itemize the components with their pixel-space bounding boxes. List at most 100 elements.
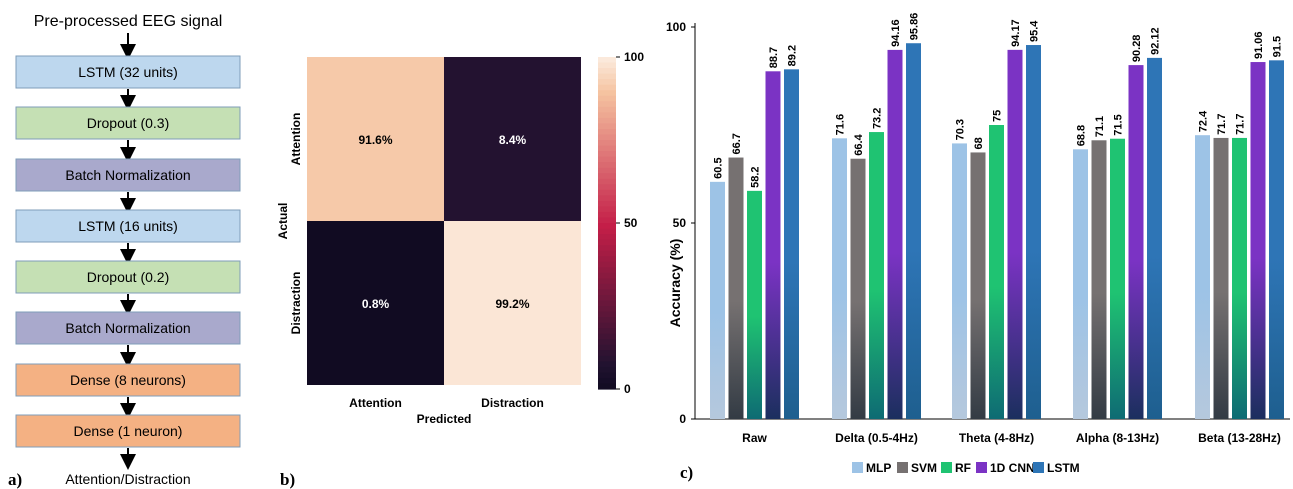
colorbar-segment (598, 261, 616, 268)
panel-b-label: b) (280, 470, 295, 489)
colorbar-segment (598, 300, 616, 307)
colorbar-segment (598, 256, 616, 263)
colorbar-segment (598, 128, 616, 136)
heatmap-cell-label: 8.4% (499, 133, 527, 147)
colorbar-segment (598, 306, 616, 313)
bar-svm (1213, 137, 1229, 419)
bar-value-label: 71.1 (1094, 116, 1106, 137)
colorbar-segment (598, 294, 616, 302)
heatmap-cell (307, 221, 444, 385)
bar-value-label: 66.7 (731, 133, 743, 154)
heatmap-cell (444, 221, 581, 385)
y-tick-label: 100 (666, 20, 686, 34)
colorbar-segment (598, 90, 616, 97)
bar-value-label: 60.5 (713, 157, 725, 178)
layer-box (15, 260, 241, 294)
heatmap-x-tick-label: Distraction (481, 396, 544, 410)
colorbar-segment (598, 372, 616, 379)
bar-value-label: 73.2 (872, 108, 884, 129)
colorbar-tick-label: 50 (624, 216, 638, 230)
legend-swatch (1033, 462, 1044, 473)
colorbar-segment (598, 366, 616, 373)
bar-value-label: 70.3 (955, 119, 967, 140)
architecture-diagram: Pre-processed EEG signal LSTM (32 units)… (8, 13, 241, 489)
colorbar-segment (598, 245, 616, 252)
layer-box (15, 209, 241, 243)
colorbar-segment (598, 361, 616, 368)
heatmap-y-tick-label: Attention (289, 113, 303, 166)
legend-swatch (897, 462, 908, 473)
bar-value-label: 91.06 (1253, 32, 1265, 60)
y-tick-label: 0 (679, 412, 686, 426)
colorbar-segment (598, 344, 616, 351)
bar-lstm (784, 69, 799, 419)
bar-1d-cnn (1128, 65, 1144, 419)
bar-rf (989, 125, 1004, 419)
bar-svm (1091, 140, 1107, 419)
bar-value-label: 68 (973, 137, 985, 149)
colorbar-tick-label: 100 (624, 50, 644, 64)
colorbar-segment (598, 289, 616, 296)
input-label: Pre-processed EEG signal (34, 13, 223, 30)
bar-lstm (1269, 60, 1284, 419)
colorbar-segment (598, 184, 616, 191)
panel-c-label: c) (680, 463, 693, 482)
colorbar-segment (598, 200, 616, 207)
legend-label: 1D CNN (990, 461, 1035, 475)
bar-rf (869, 132, 884, 419)
y-axis-label: Accuracy (%) (667, 239, 683, 328)
confusion-matrix: 91.6% 8.4% 0.8% 99.2% Attention Distraction Pr… (276, 57, 581, 426)
colorbar-segment (598, 272, 616, 279)
bar-value-label: 95.86 (909, 13, 921, 41)
colorbar: 0 50 100 (598, 50, 644, 396)
colorbar-segment (598, 151, 616, 158)
heatmap-cell (307, 57, 444, 221)
bar-value-label: 88.7 (768, 47, 780, 68)
colorbar-segment (598, 57, 616, 64)
bar-value-label: 58.2 (750, 166, 762, 187)
layer-box (15, 55, 241, 89)
legend-label: MLP (866, 461, 891, 475)
bar-mlp (952, 143, 967, 419)
heatmap-cell-label: 91.6% (358, 133, 392, 147)
bar-svm (970, 152, 986, 419)
layer-box (15, 363, 241, 397)
heatmap-x-axis-label: Predicted (417, 412, 472, 426)
colorbar-segment (598, 383, 616, 390)
legend-label: RF (955, 461, 971, 475)
bar-value-label: 95.4 (1029, 20, 1041, 42)
colorbar-segment (598, 101, 616, 108)
colorbar-segment (598, 62, 616, 69)
output-label: Attention/Distraction (65, 471, 190, 487)
colorbar-segment (598, 322, 616, 329)
colorbar-segment (598, 211, 616, 219)
bar-1d-cnn (887, 49, 903, 420)
colorbar-segment (598, 317, 616, 324)
colorbar-segment (598, 167, 616, 174)
bar-value-label: 71.7 (1216, 114, 1228, 135)
colorbar-segment (598, 84, 616, 91)
x-tick-label: Raw (742, 431, 767, 445)
bar-lstm (906, 43, 921, 420)
heatmap-cell (444, 57, 581, 221)
layer-label: Dropout (0.3) (87, 115, 169, 131)
colorbar-segment (598, 278, 616, 285)
colorbar-segment (598, 333, 616, 340)
layer-label: Batch Normalization (65, 167, 190, 183)
bar-mlp (1195, 135, 1210, 419)
heatmap-cell-label: 99.2% (495, 297, 529, 311)
x-tick-label: Alpha (8-13Hz) (1076, 431, 1159, 445)
colorbar-segment (598, 189, 616, 196)
colorbar-segment (598, 95, 616, 102)
colorbar-segment (598, 68, 616, 75)
bar-value-label: 68.8 (1076, 125, 1088, 146)
accuracy-bar-chart: 0 50 100 Accuracy (%) Raw Delta (0.5-4Hz) Thet… (666, 13, 1290, 482)
bar-value-label: 89.2 (787, 45, 799, 66)
colorbar-segment (598, 223, 616, 230)
colorbar-segment (598, 283, 616, 290)
colorbar-segment (598, 173, 616, 180)
legend-swatch (941, 462, 952, 473)
layer-label: Dropout (0.2) (87, 269, 169, 285)
